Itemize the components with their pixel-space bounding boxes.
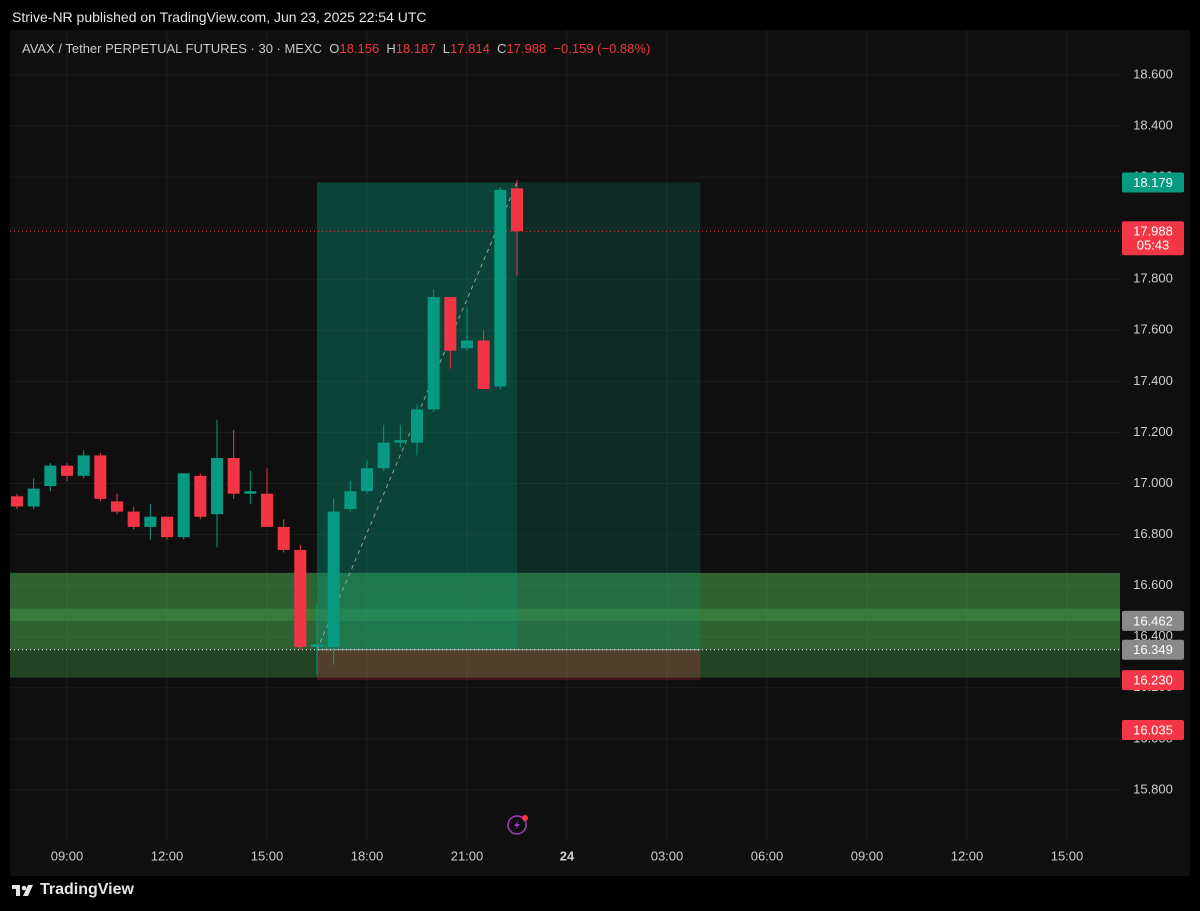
y-tick-label: 16.800 bbox=[1133, 526, 1173, 541]
footer: TradingView bbox=[12, 881, 134, 899]
candle-body bbox=[444, 297, 457, 351]
candle-body bbox=[211, 457, 223, 515]
candle-body bbox=[11, 496, 23, 507]
candle-body bbox=[227, 457, 240, 494]
ohlc-label: C bbox=[497, 41, 507, 56]
price-label: 16.035 bbox=[1133, 722, 1173, 737]
time-axis bbox=[10, 843, 1190, 875]
candle-body bbox=[311, 644, 323, 647]
candle-body bbox=[261, 493, 273, 527]
x-tick-label: 06:00 bbox=[751, 848, 784, 863]
y-tick-label: 16.600 bbox=[1133, 577, 1173, 592]
y-tick-label: 18.400 bbox=[1133, 117, 1173, 132]
x-tick-label: 12:00 bbox=[151, 848, 184, 863]
event-icon[interactable] bbox=[507, 815, 528, 835]
y-tick-label: 17.800 bbox=[1133, 271, 1173, 286]
candle-body bbox=[394, 440, 407, 443]
candle-body bbox=[27, 488, 40, 507]
candle-body bbox=[494, 189, 507, 387]
price-label-box bbox=[1122, 719, 1184, 740]
symbol: AVAX / Tether PERPETUAL FUTURES · 30 · M… bbox=[22, 41, 323, 56]
stop-zone bbox=[317, 649, 701, 681]
zone bbox=[10, 572, 1120, 650]
y-tick-label: 17.000 bbox=[1133, 475, 1173, 490]
price-label: 16.462 bbox=[1133, 613, 1173, 628]
y-tick-label: 17.600 bbox=[1133, 322, 1173, 337]
candle-body bbox=[94, 455, 107, 499]
x-tick-label: 09:00 bbox=[51, 848, 84, 863]
candle-body bbox=[277, 526, 290, 550]
candle-body bbox=[61, 465, 73, 476]
price-label: 18.179 bbox=[1133, 175, 1173, 190]
candle-body bbox=[194, 475, 207, 517]
candle-body bbox=[144, 516, 157, 527]
brand-logo bbox=[12, 885, 33, 896]
zone bbox=[10, 608, 1120, 621]
symbol-legend: AVAX / Tether PERPETUAL FUTURES · 30 · M… bbox=[22, 41, 650, 56]
price-label: 16.230 bbox=[1133, 673, 1173, 688]
ohlc-value: 17.814 bbox=[450, 41, 490, 56]
candle-body bbox=[161, 516, 173, 538]
candle-body bbox=[44, 465, 57, 487]
candle-body bbox=[377, 442, 390, 469]
candle-body bbox=[511, 188, 523, 232]
price-label: 17.988 bbox=[1133, 224, 1173, 239]
ohlc-value: 18.187 bbox=[395, 41, 436, 56]
candle-body bbox=[294, 549, 307, 647]
change: −0.159 (−0.88%) bbox=[553, 41, 651, 56]
x-tick-label: 24 bbox=[560, 848, 575, 863]
candle-body bbox=[411, 409, 423, 443]
candle-body bbox=[361, 468, 373, 492]
brand: TradingView bbox=[40, 881, 134, 898]
x-tick-label: 15:00 bbox=[1051, 848, 1084, 863]
price-label-box bbox=[1122, 610, 1184, 631]
price-label: 16.349 bbox=[1133, 642, 1173, 657]
ohlc-label: H bbox=[386, 41, 396, 56]
y-tick-label: 17.400 bbox=[1133, 373, 1173, 388]
candle-body bbox=[327, 511, 340, 647]
price-label-box bbox=[1122, 670, 1184, 691]
candle-body bbox=[461, 340, 473, 349]
price-label-box bbox=[1122, 172, 1184, 193]
y-tick-label: 16.400 bbox=[1133, 628, 1173, 643]
target-zone bbox=[317, 182, 701, 650]
x-tick-label: 09:00 bbox=[851, 848, 884, 863]
candle-body bbox=[111, 501, 123, 512]
y-tick-label: 18.600 bbox=[1133, 66, 1173, 81]
x-tick-label: 15:00 bbox=[251, 848, 284, 863]
ohlc-label: L bbox=[442, 41, 451, 56]
x-tick-label: 21:00 bbox=[451, 848, 484, 863]
x-tick-label: 18:00 bbox=[351, 848, 384, 863]
x-tick-label: 03:00 bbox=[651, 848, 684, 863]
ohlc-value: 18.156 bbox=[339, 41, 380, 56]
candle-body bbox=[177, 473, 190, 538]
price-label-box bbox=[1122, 639, 1184, 660]
price-label-box bbox=[1122, 221, 1184, 256]
ohlc-label: O bbox=[329, 41, 340, 56]
x-tick-label: 12:00 bbox=[951, 848, 984, 863]
ohlc-value: 17.988 bbox=[506, 41, 547, 56]
y-tick-label: 15.800 bbox=[1133, 781, 1173, 796]
candle-body bbox=[77, 455, 90, 476]
y-tick-label: 17.200 bbox=[1133, 424, 1173, 439]
publish-info: Strive-NR published on TradingView.com, … bbox=[12, 9, 427, 25]
candle-body bbox=[127, 511, 140, 527]
price-axis bbox=[1120, 30, 1190, 876]
zone bbox=[10, 572, 1120, 678]
countdown: 05:43 bbox=[1137, 238, 1170, 253]
candle-body bbox=[477, 340, 490, 390]
candle-body bbox=[427, 297, 440, 410]
chart-background bbox=[10, 30, 1190, 876]
candle-body bbox=[344, 491, 357, 510]
candle-body bbox=[244, 491, 257, 494]
